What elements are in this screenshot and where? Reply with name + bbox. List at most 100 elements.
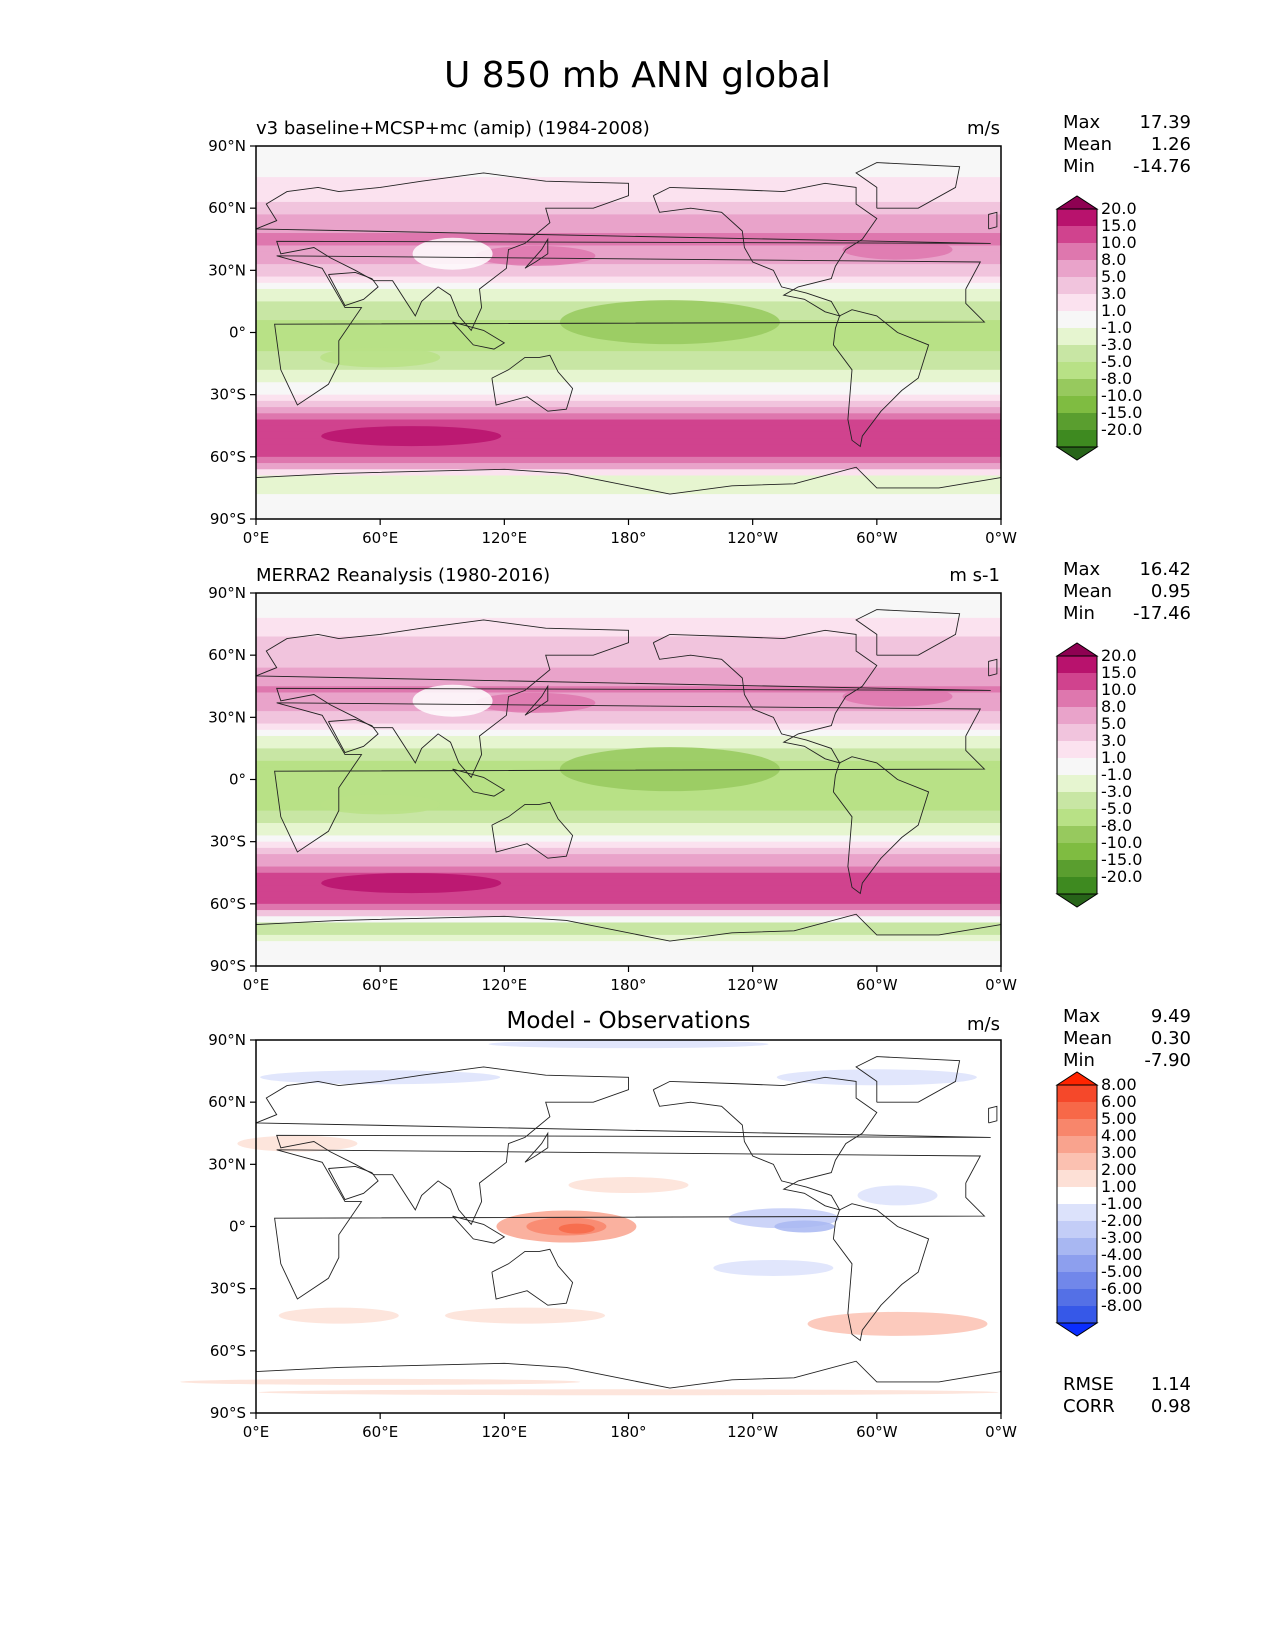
stat-value: -17.46 [1132, 603, 1191, 624]
colorbar-segment [1057, 1102, 1097, 1119]
colorbar-segment [1057, 226, 1097, 243]
colorbar-segment [1057, 860, 1097, 877]
x-tick-label: 0°E [243, 1423, 270, 1441]
stat-value: 17.39 [1139, 112, 1191, 133]
colorbar-segment [1057, 362, 1097, 379]
field-band [256, 512, 1001, 520]
field-band [256, 810, 1001, 818]
colorbar-extend-bottom [1055, 893, 1099, 908]
field-band [256, 146, 1001, 153]
colorbar-tick-label: -10.0 [1101, 386, 1142, 405]
map-plot: 0°E 60°E 120°E 180° 120°W 60°W 0°W 90°N 60°N 30°… [208, 137, 1017, 547]
stat-value: 0.98 [1150, 1396, 1191, 1417]
coastline [255, 619, 991, 779]
x-tick-label: 0°E [243, 976, 270, 994]
x-tick-label: 120°E [482, 1423, 528, 1441]
colorbar-tick-label: 8.0 [1101, 250, 1126, 269]
coastline [491, 354, 574, 412]
colorbar-segment [1057, 413, 1097, 430]
x-tick-label: 120°E [482, 529, 528, 547]
field-band [256, 357, 1001, 365]
field-band [256, 642, 1001, 650]
colorbar-tick-label: 1.00 [1101, 1177, 1137, 1196]
x-axis: 0°E 60°E 120°E 180° 120°W 60°W 0°W [243, 966, 1017, 994]
field-band [256, 816, 1001, 824]
y-tick-label: 30°N [208, 708, 246, 726]
coastline [855, 609, 961, 656]
y-tick-label: 30°N [208, 261, 246, 279]
map-plot: 0°E 60°E 120°E 180° 120°W 60°W 0°W 90°N 60°N 30°… [208, 584, 1017, 994]
coastline [255, 172, 991, 332]
field-band [256, 494, 1001, 501]
colorbar-tick-label: 10.0 [1101, 680, 1137, 699]
colorbar-segment [1057, 1306, 1097, 1323]
colorbar-tick-label: 6.00 [1101, 1092, 1137, 1111]
colorbar-segment [1057, 1187, 1097, 1204]
panel-title: MERRA2 Reanalysis (1980-2016) [256, 565, 551, 586]
stat-value: 1.26 [1150, 134, 1191, 155]
coastline [274, 702, 986, 853]
x-tick-label: 60°E [362, 529, 398, 547]
y-tick-label: 60°N [208, 199, 246, 217]
field-band [256, 910, 1001, 917]
field-band [256, 941, 1001, 948]
colorbar-segment [1057, 792, 1097, 809]
coastlines [255, 609, 1002, 942]
field-band [256, 804, 1001, 812]
colorbar-segment [1057, 1136, 1097, 1153]
colorbar-tick-label: -3.0 [1101, 782, 1132, 801]
x-tick-label: 120°W [727, 1423, 778, 1441]
stat-value: 16.42 [1139, 559, 1191, 580]
colorbar: 20.015.010.08.05.03.01.0-1.0-3.0-5.0-8.0… [1055, 642, 1142, 908]
coastline [452, 1215, 506, 1244]
x-axis: 0°E 60°E 120°E 180° 120°W 60°W 0°W [243, 1413, 1017, 1441]
colorbar-segment [1057, 1170, 1097, 1187]
field-feature [559, 747, 780, 792]
colorbar-tick-label: 20.0 [1101, 199, 1137, 218]
map-field [180, 1040, 1001, 1413]
field-feature [807, 1311, 988, 1336]
field-band [256, 841, 1001, 849]
field-band [256, 847, 1001, 855]
colorbar-segment [1057, 1204, 1097, 1221]
coastline [832, 756, 930, 895]
field-feature [321, 873, 502, 894]
field-band [256, 617, 1001, 625]
coastline [855, 162, 961, 209]
map-field [256, 146, 1001, 520]
field-band [256, 692, 1001, 700]
field-feature [278, 1307, 399, 1324]
field-band [256, 270, 1001, 278]
colorbar-segment [1057, 379, 1097, 396]
field-feature [320, 347, 441, 368]
field-band [256, 394, 1001, 402]
field-band [256, 593, 1001, 600]
colorbar-tick-label: -8.0 [1101, 369, 1132, 388]
stat-label: CORR [1063, 1396, 1115, 1417]
y-axis: 90°N 60°N 30°N 0° 30°S 60°S 90°S [208, 1031, 256, 1422]
y-tick-label: 30°S [210, 833, 246, 851]
field-band [256, 152, 1001, 159]
colorbar-segment [1057, 656, 1097, 673]
coastline [255, 1360, 1002, 1389]
field-feature [558, 1223, 595, 1234]
y-tick-label: 60°S [210, 895, 246, 913]
stat-value: 1.14 [1150, 1374, 1191, 1395]
error-stats-block: RMSE 1.14 CORR 0.98 [1063, 1374, 1191, 1418]
colorbar-segment [1057, 1085, 1097, 1102]
x-tick-label: 60°W [856, 529, 898, 547]
colorbar-segment [1057, 260, 1097, 277]
x-tick-label: 0°E [243, 529, 270, 547]
field-band [256, 419, 1001, 427]
y-tick-label: 90°N [208, 584, 246, 602]
x-tick-label: 0°W [985, 976, 1017, 994]
coastline [524, 684, 549, 716]
field-feature [412, 237, 493, 270]
field-band [256, 934, 1001, 942]
field-feature [475, 692, 596, 713]
field-band [256, 201, 1001, 209]
field-feature [320, 794, 441, 815]
field-band [256, 735, 1001, 743]
y-tick-label: 30°N [208, 1155, 246, 1173]
field-band [256, 425, 1001, 433]
